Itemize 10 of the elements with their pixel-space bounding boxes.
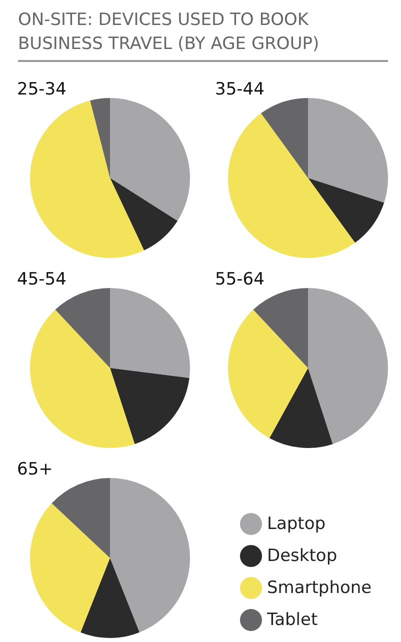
legend-label: Desktop [267, 546, 338, 566]
chart-subtitle: 45-54 [17, 270, 66, 290]
legend-label: Smartphone [267, 578, 372, 598]
legend-label: Tablet [266, 610, 318, 630]
chart-title: ON-SITE: DEVICES USED TO BOOK BUSINESS TRAVEL (BY AGE GROUP) [18, 8, 388, 62]
chart-subtitle: 55-64 [215, 270, 264, 290]
legend-label: Laptop [267, 514, 326, 534]
chart-subtitle: 25-34 [17, 80, 66, 100]
chart-subtitle: 35-44 [215, 80, 264, 100]
chart-subtitle: 65+ [17, 460, 53, 480]
